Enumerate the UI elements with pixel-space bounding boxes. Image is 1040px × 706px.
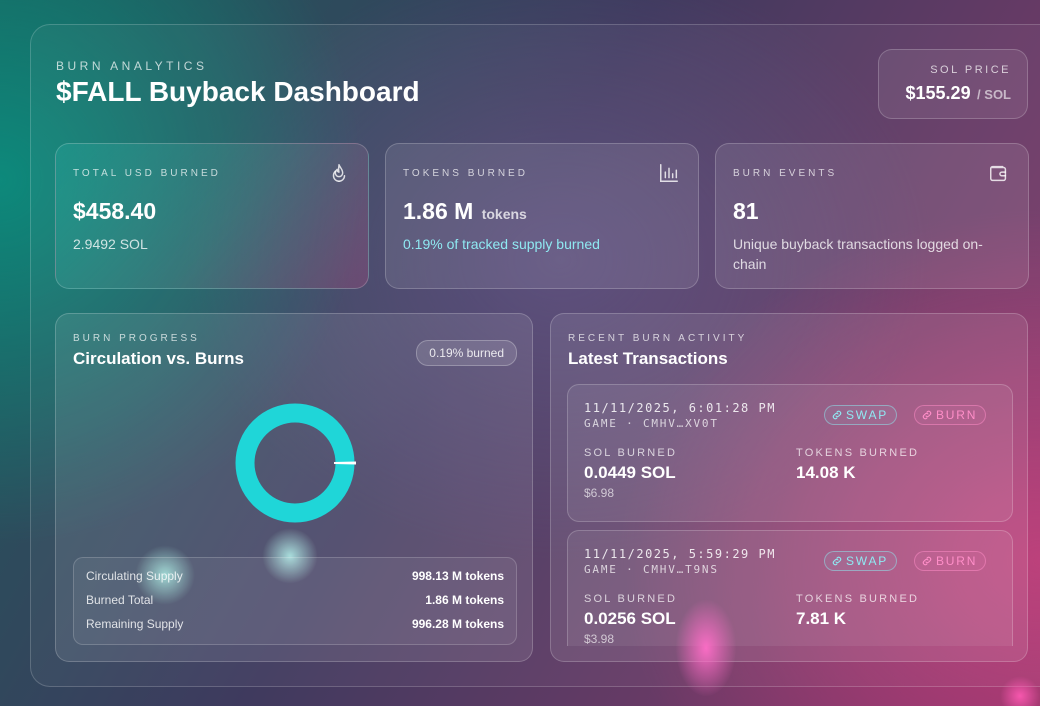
link-icon: [922, 556, 932, 566]
section-title: Latest Transactions: [568, 349, 728, 368]
supply-value: 996.28 M tokens: [411, 617, 504, 631]
recent-activity-card: RECENT BURN ACTIVITY Latest Transactions…: [550, 313, 1028, 662]
section-title: Circulation vs. Burns: [73, 349, 244, 368]
transaction-timestamp: 11/11/2025, 5:59:29 PM: [584, 547, 776, 561]
stat-subtext: 0.19% of tracked supply burned: [403, 236, 600, 252]
stat-unit: tokens: [481, 206, 527, 222]
transaction-ref: GAME · CMHV…T9NS: [584, 563, 719, 576]
supply-row-remaining: Remaining Supply 996.28 M tokens: [86, 612, 504, 636]
tokens-burned-label: TOKENS BURNED: [796, 447, 920, 459]
supply-row-burned: Burned Total 1.86 M tokens: [86, 588, 504, 612]
swap-link-label: SWAP: [846, 554, 889, 568]
sol-burned-label: SOL BURNED: [584, 447, 678, 459]
stat-value: 1.86 M: [403, 198, 474, 224]
supply-row-circulating: Circulating Supply 998.13 M tokens: [86, 564, 504, 588]
supply-label: Circulating Supply: [86, 569, 183, 583]
transaction-timestamp: 11/11/2025, 6:01:28 PM: [584, 401, 776, 415]
tokens-burned-value: 7.81 K: [796, 609, 847, 628]
transaction-item: 11/11/2025, 6:01:28 PM GAME · CMHV…XV0T …: [567, 384, 1013, 522]
stat-subtext: Unique buyback transactions logged on-ch…: [733, 236, 983, 272]
sol-price-card: SOL PRICE $155.29 / SOL: [878, 49, 1028, 119]
section-eyebrow: RECENT BURN ACTIVITY: [568, 333, 748, 344]
link-icon: [832, 410, 842, 420]
sol-burned-value: 0.0449 SOL: [584, 463, 676, 482]
transaction-item: 11/11/2025, 5:59:29 PM GAME · CMHV…T9NS …: [567, 530, 1013, 646]
donut-circulating-arc: [235, 403, 355, 523]
supply-value: 1.86 M tokens: [425, 593, 504, 607]
burn-donut-chart: [235, 403, 356, 523]
burn-link[interactable]: BURN: [914, 405, 987, 425]
sol-price-unit: / SOL: [977, 87, 1011, 102]
stat-value: $458.40: [73, 198, 157, 224]
tokens-burned-label: TOKENS BURNED: [796, 593, 920, 605]
stat-label: BURN EVENTS: [733, 168, 838, 179]
bar-chart-icon: [658, 162, 680, 184]
usd-value: $6.98: [584, 486, 615, 500]
link-icon: [832, 556, 842, 566]
sol-burned-label: SOL BURNED: [584, 593, 678, 605]
transaction-list[interactable]: 11/11/2025, 6:01:28 PM GAME · CMHV…XV0T …: [567, 384, 1013, 646]
stat-subtext: 2.9492 SOL: [73, 236, 148, 252]
burn-link-label: BURN: [936, 554, 978, 568]
flame-icon: [328, 162, 350, 184]
transaction-ref: GAME · CMHV…XV0T: [584, 417, 719, 430]
sol-burned-value: 0.0256 SOL: [584, 609, 676, 628]
stat-label: TOTAL USD BURNED: [73, 168, 221, 179]
burned-percent-badge: 0.19% burned: [416, 340, 517, 366]
supply-breakdown: Circulating Supply 998.13 M tokens Burne…: [73, 557, 517, 645]
swap-link[interactable]: SWAP: [824, 405, 898, 425]
burn-link-label: BURN: [936, 408, 978, 422]
link-icon: [922, 410, 932, 420]
stat-card-tokens-burned: TOKENS BURNED 1.86 M tokens 0.19% of tra…: [385, 143, 699, 289]
swap-link-label: SWAP: [846, 408, 889, 422]
supply-label: Remaining Supply: [86, 617, 184, 631]
section-eyebrow: BURN PROGRESS: [73, 333, 200, 344]
swap-link[interactable]: SWAP: [824, 551, 898, 571]
usd-value: $3.98: [584, 632, 615, 646]
sol-price-value: $155.29: [905, 83, 971, 103]
stat-card-burn-events: BURN EVENTS 81 Unique buyback transactio…: [715, 143, 1029, 289]
burn-link[interactable]: BURN: [914, 551, 987, 571]
tokens-burned-value: 14.08 K: [796, 463, 856, 482]
stat-label: TOKENS BURNED: [403, 168, 528, 179]
page-title: $FALL Buyback Dashboard: [56, 76, 420, 107]
supply-value: 998.13 M tokens: [411, 569, 504, 583]
sol-price-label: SOL PRICE: [930, 64, 1011, 76]
burn-progress-card: BURN PROGRESS Circulation vs. Burns 0.19…: [55, 313, 533, 662]
wallet-icon: [988, 162, 1010, 184]
supply-label: Burned Total: [86, 593, 154, 607]
stat-value: 81: [733, 198, 759, 224]
stat-card-usd-burned: TOTAL USD BURNED $458.40 2.9492 SOL: [55, 143, 369, 289]
dashboard-panel: [30, 24, 1040, 687]
header-eyebrow: BURN ANALYTICS: [56, 59, 208, 73]
